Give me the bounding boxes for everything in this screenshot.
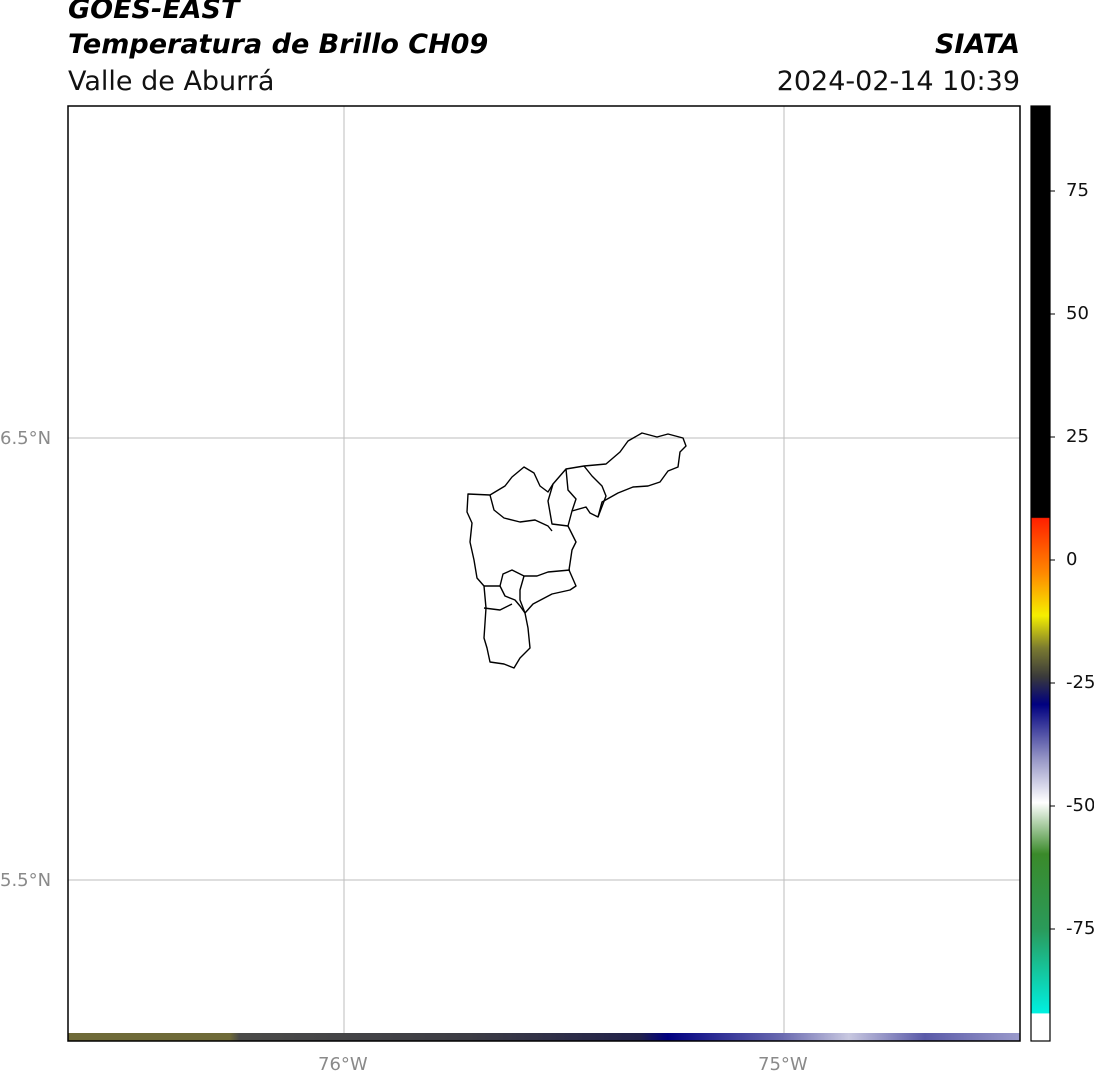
colorbar-ticks <box>1050 190 1055 930</box>
product-title: Temperatura de Brillo CH09 <box>68 29 489 60</box>
colorbar-label-75: 75 <box>1066 180 1089 201</box>
brand-label: SIATA <box>934 29 1020 60</box>
lon-label-76w: 76°W <box>318 1054 368 1075</box>
boundary-bello <box>489 494 553 532</box>
datetime-label: 2024-02-14 10:39 <box>776 66 1020 97</box>
municipality-boundaries <box>466 432 687 669</box>
lat-label-6-5n: 6.5°N <box>0 428 52 449</box>
boundary-envigado <box>519 575 526 614</box>
colorbar-label-25: 25 <box>1066 426 1089 447</box>
graticule <box>68 106 1020 1041</box>
brightness-temperature-strip <box>68 1033 1020 1041</box>
boundary-medellin-south <box>484 569 571 587</box>
boundary-sabaneta <box>483 603 513 611</box>
lon-label-75w: 75°W <box>758 1054 808 1075</box>
valle-aburra-outline <box>466 432 687 669</box>
colorbar-label-minus-75: -75 <box>1066 918 1094 939</box>
lat-label-5-5n: 5.5°N <box>0 870 52 891</box>
boundary-girardota <box>565 468 577 512</box>
boundary-itagui <box>499 585 526 614</box>
satellite-title: GOES-EAST <box>68 0 240 25</box>
colorbar-label-minus-50: -50 <box>1066 795 1094 816</box>
colorbar-label-0: 0 <box>1066 549 1078 570</box>
colorbar-label-50: 50 <box>1066 303 1089 324</box>
map-border <box>67 105 1021 1042</box>
boundary-north-east <box>583 465 607 518</box>
colorbar-label-minus-25: -25 <box>1066 672 1094 693</box>
colorbar <box>1030 105 1051 1042</box>
boundary-copacabana <box>547 483 569 527</box>
region-label: Valle de Aburrá <box>68 66 275 97</box>
